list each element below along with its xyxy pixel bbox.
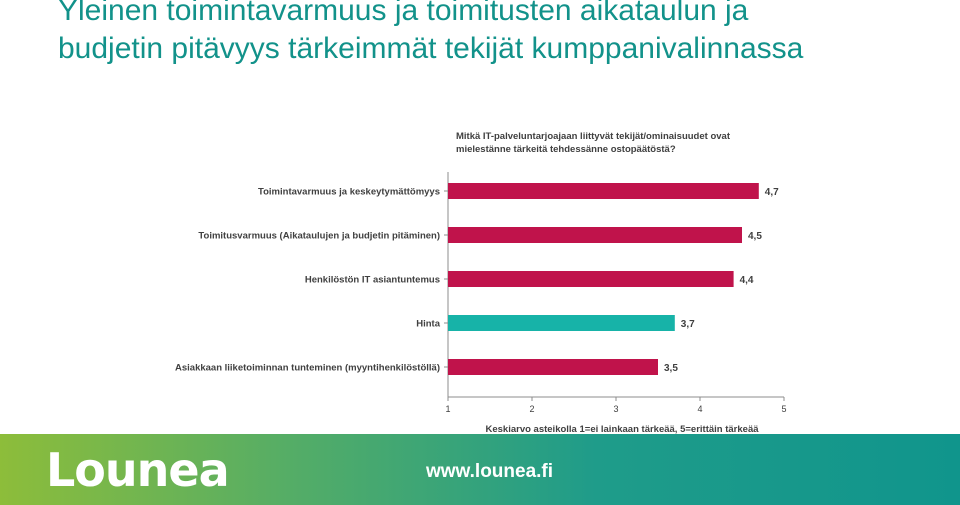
category-label: Hinta [416, 319, 440, 330]
x-tick-label: 4 [697, 404, 702, 414]
data-label: 4,5 [748, 231, 762, 242]
chart-title: Mitkä IT-palveluntarjoajaan liittyvät te… [456, 130, 786, 156]
website-link[interactable]: www.lounea.fi [426, 461, 554, 482]
footer-banner: Lounea www.lounea.fi [0, 434, 960, 505]
bar [448, 183, 759, 199]
chart-title-line-2: mielestänne tärkeitä tehdessänne ostopää… [456, 144, 676, 155]
category-label: Toimintavarmuus ja keskeytymättömyys [258, 187, 440, 198]
slide-title-line-2: budjetin pitävyys tärkeimmät tekijät kum… [58, 32, 804, 65]
category-label: Henkilöstön IT asiantuntemus [305, 275, 440, 286]
x-tick-label: 2 [529, 404, 534, 414]
chart-title-line-1: Mitkä IT-palveluntarjoajaan liittyvät te… [456, 131, 730, 142]
bar-chart: Toimintavarmuus ja keskeytymättömyys 4,7 T… [175, 172, 787, 434]
data-label: 3,7 [681, 319, 695, 330]
data-label: 3,5 [664, 363, 678, 374]
x-tick-label: 3 [613, 404, 618, 414]
bar [448, 271, 734, 287]
category-label: Asiakkaan liiketoiminnan tunteminen (myy… [175, 363, 440, 374]
bar [448, 315, 675, 331]
data-label: 4,7 [765, 187, 779, 198]
bar [448, 227, 742, 243]
data-label: 4,4 [740, 275, 754, 286]
x-axis-title: Keskiarvo asteikolla 1=ei lainkaan tärke… [485, 424, 759, 434]
x-tick-label: 5 [781, 404, 786, 414]
slide-title: Yleinen toimintavarmuus ja toimitusten a… [58, 0, 958, 68]
bar [448, 359, 658, 375]
lounea-logo: Lounea [46, 443, 230, 497]
x-tick-label: 1 [445, 404, 450, 414]
category-label: Toimitusvarmuus (Aikataulujen ja budjeti… [198, 231, 440, 242]
slide-title-line-1: Yleinen toimintavarmuus ja toimitusten a… [58, 0, 749, 27]
